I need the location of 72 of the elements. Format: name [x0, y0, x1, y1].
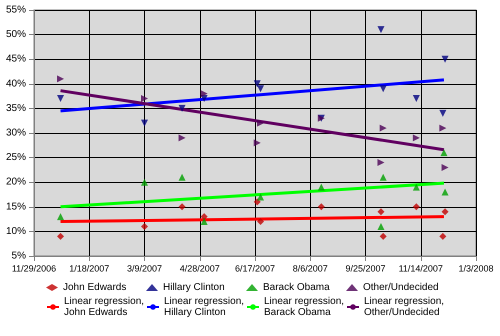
- point: [178, 134, 186, 142]
- point: [377, 26, 384, 34]
- x-tick-label: 9/25/2007: [345, 264, 386, 274]
- point: [412, 184, 420, 191]
- y-tick-label: 40%: [6, 78, 26, 90]
- point: [442, 56, 449, 63]
- point: [254, 80, 261, 88]
- point: [380, 174, 387, 181]
- point: [178, 174, 186, 181]
- legend-label: Linear regression, John Edwards: [64, 296, 144, 318]
- x-tick-label: 8/6/2007: [292, 264, 328, 274]
- point: [380, 124, 387, 132]
- legend-label: Barack Obama: [263, 282, 330, 293]
- point: [141, 178, 148, 186]
- point: [412, 95, 420, 102]
- point: [439, 124, 446, 132]
- point: [377, 159, 384, 166]
- legend-label: John Edwards: [63, 282, 126, 293]
- point: [439, 232, 446, 240]
- point: [57, 232, 64, 240]
- point: [57, 213, 64, 220]
- y-tick-label: 50%: [6, 29, 26, 40]
- point: [178, 104, 186, 112]
- point: [254, 198, 261, 206]
- point: [200, 90, 208, 98]
- point: [57, 95, 64, 102]
- point: [442, 164, 449, 171]
- y-tick-label: 35%: [6, 102, 26, 114]
- legend-label: Linear regression, Other/Undecided: [364, 296, 444, 318]
- point: [377, 208, 384, 216]
- point: [200, 218, 208, 226]
- x-tick-label: 4/28/2007: [180, 264, 220, 274]
- point: [442, 208, 449, 216]
- y-tick-label: 30%: [6, 128, 26, 138]
- point: [380, 85, 387, 92]
- point: [257, 120, 264, 127]
- legend-label: Linear regression, Barack Obama: [264, 296, 344, 318]
- point: [257, 85, 264, 92]
- x-tick-label: 3/9/2007: [126, 264, 162, 274]
- point: [318, 184, 325, 191]
- point: [257, 193, 264, 200]
- point: [254, 139, 261, 146]
- x-tick-label: 11/14/2007: [398, 264, 443, 274]
- point: [377, 222, 384, 230]
- y-tick-label: 15%: [6, 201, 26, 212]
- y-tick-label: 45%: [6, 54, 26, 65]
- x-tick-label: 1/3/2008: [458, 264, 494, 274]
- x-tick-label: 1/18/2007: [69, 264, 110, 274]
- y-tick-label: 55%: [6, 4, 26, 16]
- x-tick-label: 6/17/2007: [234, 264, 276, 274]
- point: [318, 203, 325, 210]
- point: [141, 95, 148, 102]
- legend-label: Linear regression, Hillary Clinton: [164, 296, 244, 318]
- legend-label: Other/Undecided: [363, 282, 439, 293]
- point: [440, 149, 448, 156]
- point: [412, 203, 420, 210]
- point: [257, 218, 264, 226]
- point: [442, 188, 449, 196]
- y-tick-label: 20%: [6, 176, 26, 188]
- point: [57, 75, 64, 82]
- x-tick-label: 11/29/2006: [12, 264, 56, 274]
- point: [412, 134, 420, 142]
- point: [141, 222, 148, 230]
- y-tick-label: 10%: [6, 226, 26, 237]
- point: [178, 203, 186, 210]
- legend-label: Hillary Clinton: [163, 282, 225, 293]
- point: [141, 120, 148, 127]
- point: [200, 213, 208, 220]
- point: [439, 110, 446, 117]
- y-tick-label: 25%: [6, 152, 26, 164]
- y-tick-label: 5%: [12, 250, 26, 262]
- point: [380, 232, 387, 240]
